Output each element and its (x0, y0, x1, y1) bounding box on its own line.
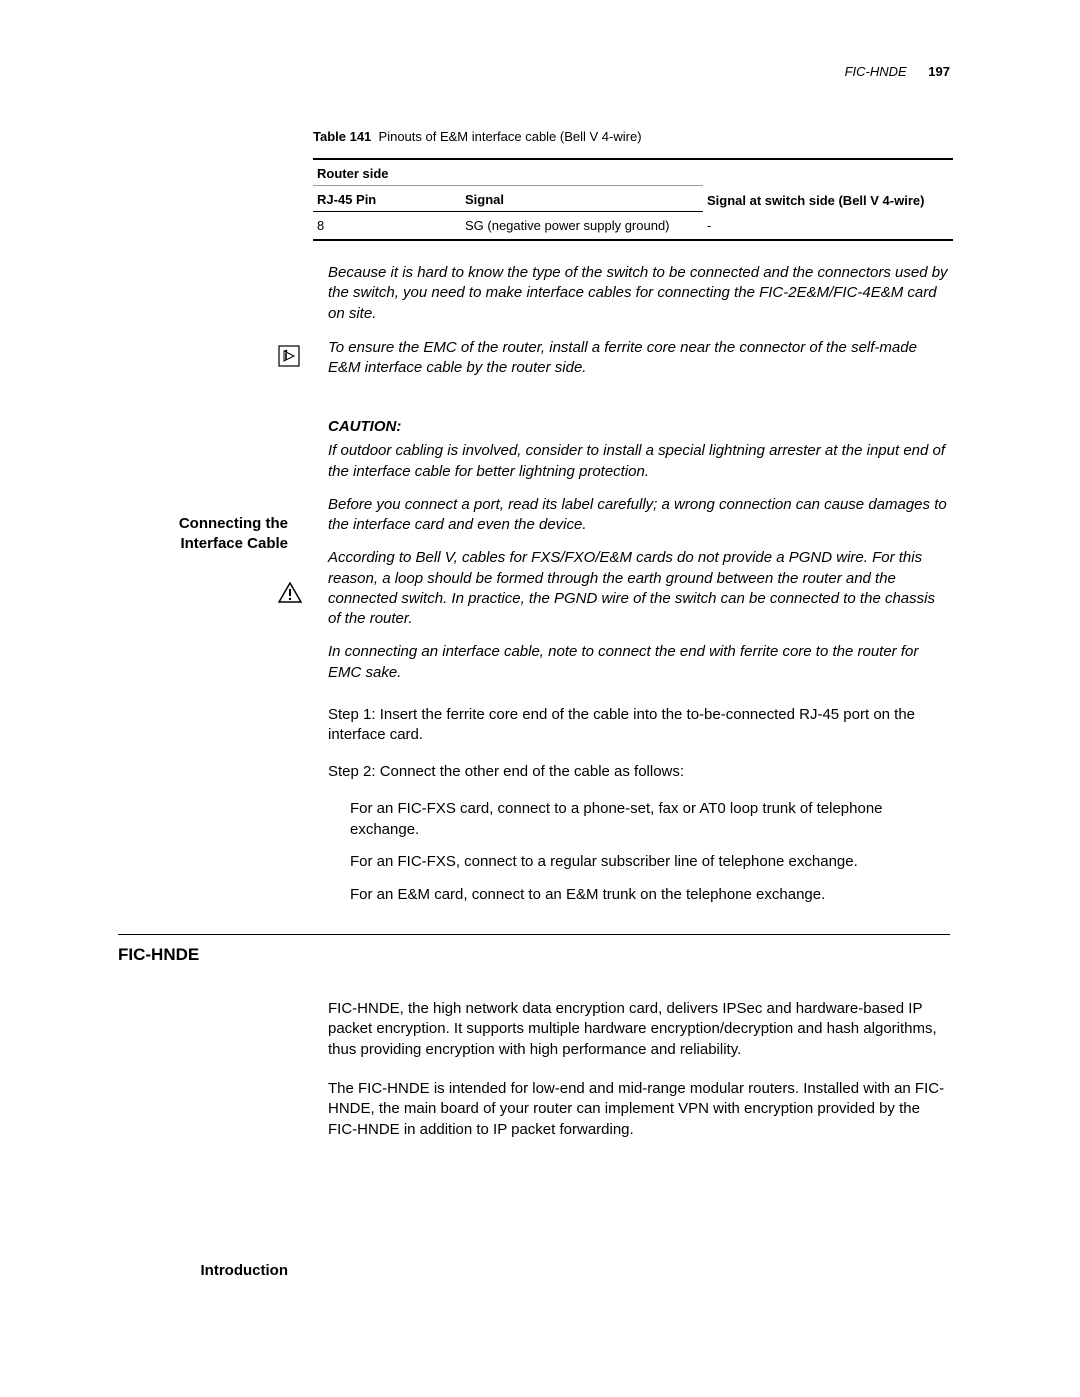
step-1: Step 1: Insert the ferrite core end of t… (328, 705, 950, 746)
table-number: Table 141 (313, 129, 371, 144)
caution-p4: In connecting an interface cable, note t… (328, 642, 950, 683)
caution-body: If outdoor cabling is involved, consider… (328, 441, 950, 683)
page-header: FIC-HNDE 197 (118, 64, 950, 79)
th-signal: Signal (461, 186, 703, 212)
intro-block: FIC-HNDE, the high network data encrypti… (328, 999, 950, 1141)
steps-block: Step 1: Insert the ferrite core end of t… (328, 705, 950, 906)
th-router-side: Router side (313, 159, 703, 186)
side-heading-introduction: Introduction (118, 1262, 288, 1279)
th-pin: RJ-45 Pin (313, 186, 461, 212)
table-title: Pinouts of E&M interface cable (Bell V 4… (379, 129, 642, 144)
caution-p2: Before you connect a port, read its labe… (328, 495, 950, 536)
intro-p1: FIC-HNDE, the high network data encrypti… (328, 999, 950, 1061)
note-p2: To ensure the EMC of the router, install… (328, 338, 950, 379)
cell-signal: SG (negative power supply ground) (461, 212, 703, 241)
caution-p1: If outdoor cabling is involved, consider… (328, 441, 950, 482)
side-heading-connecting: Connecting the Interface Cable (118, 514, 288, 553)
section-title: FIC-HNDE (118, 945, 950, 965)
intro-p2: The FIC-HNDE is intended for low-end and… (328, 1079, 950, 1141)
th-switch-side: Signal at switch side (Bell V 4-wire) (703, 159, 953, 212)
cell-pin: 8 (313, 212, 461, 241)
table-caption: Table 141 Pinouts of E&M interface cable… (313, 129, 950, 144)
header-page-number: 197 (928, 64, 950, 79)
note-block: Because it is hard to know the type of t… (328, 263, 950, 378)
caution-title: CAUTION: (328, 418, 950, 435)
section-divider (118, 934, 950, 935)
cell-switch: - (703, 212, 953, 241)
step-sub2: For an FIC-FXS, connect to a regular sub… (350, 852, 950, 873)
note-p1: Because it is hard to know the type of t… (328, 263, 950, 324)
step-2: Step 2: Connect the other end of the cab… (328, 762, 950, 783)
step-sub3: For an E&M card, connect to an E&M trunk… (350, 885, 950, 906)
header-section: FIC-HNDE (845, 64, 907, 79)
pinout-table: Router side Signal at switch side (Bell … (313, 158, 953, 241)
info-icon (278, 345, 300, 367)
table-row: 8 SG (negative power supply ground) - (313, 212, 953, 241)
step-sub1: For an FIC-FXS card, connect to a phone-… (350, 799, 950, 840)
caution-p3: According to Bell V, cables for FXS/FXO/… (328, 548, 950, 629)
caution-icon (278, 582, 300, 604)
